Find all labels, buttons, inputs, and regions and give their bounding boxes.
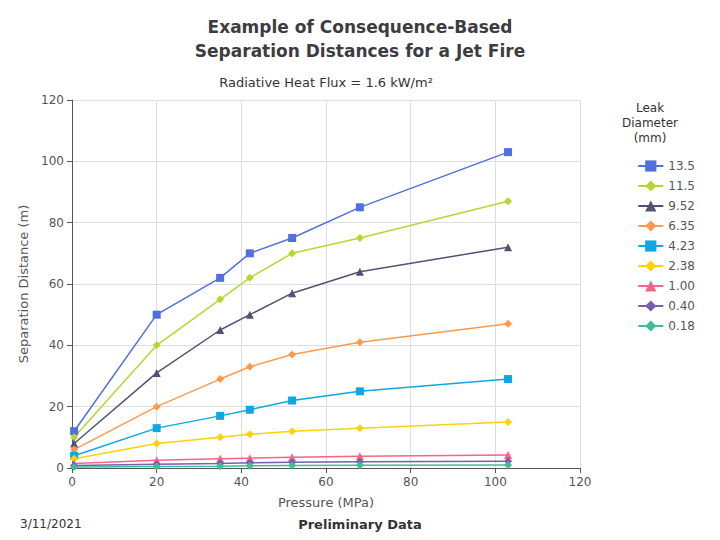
svg-text:Pressure (MPa): Pressure (MPa) (278, 495, 374, 510)
svg-text:3/11/2021: 3/11/2021 (20, 517, 82, 531)
svg-text:4.23: 4.23 (668, 239, 695, 253)
svg-text:60: 60 (318, 475, 333, 489)
svg-text:80: 80 (49, 216, 64, 230)
svg-text:40: 40 (234, 475, 249, 489)
svg-text:6.35: 6.35 (668, 219, 695, 233)
svg-text:120: 120 (569, 475, 592, 489)
svg-text:80: 80 (403, 475, 418, 489)
svg-text:0.18: 0.18 (668, 319, 695, 333)
svg-text:9.52: 9.52 (668, 199, 695, 213)
svg-text:1.00: 1.00 (668, 279, 695, 293)
svg-text:40: 40 (49, 338, 64, 352)
svg-text:Radiative Heat Flux = 1.6 kW/m: Radiative Heat Flux = 1.6 kW/m² (219, 75, 433, 90)
svg-text:Leak: Leak (636, 101, 664, 115)
svg-text:Preliminary Data: Preliminary Data (298, 517, 422, 532)
svg-text:(mm): (mm) (634, 131, 667, 145)
svg-text:120: 120 (41, 93, 64, 107)
svg-text:Diameter: Diameter (622, 116, 678, 130)
svg-text:20: 20 (149, 475, 164, 489)
svg-text:0: 0 (68, 475, 76, 489)
svg-text:20: 20 (49, 400, 64, 414)
svg-text:0.40: 0.40 (668, 299, 695, 313)
svg-text:100: 100 (41, 154, 64, 168)
svg-text:100: 100 (484, 475, 507, 489)
svg-text:Separation Distance (m): Separation Distance (m) (16, 205, 31, 364)
svg-text:13.5: 13.5 (668, 159, 695, 173)
svg-text:Example of Consequence-Based: Example of Consequence-Based (208, 17, 513, 37)
svg-text:Separation Distances for a Jet: Separation Distances for a Jet Fire (195, 41, 525, 61)
svg-text:0: 0 (56, 461, 64, 475)
svg-text:11.5: 11.5 (668, 179, 695, 193)
svg-text:60: 60 (49, 277, 64, 291)
svg-text:2.38: 2.38 (668, 259, 695, 273)
